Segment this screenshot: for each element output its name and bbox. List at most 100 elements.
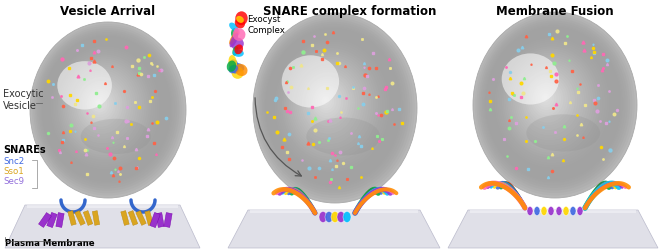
- Ellipse shape: [570, 206, 576, 215]
- Ellipse shape: [59, 56, 149, 158]
- Ellipse shape: [37, 30, 178, 188]
- Ellipse shape: [541, 206, 547, 215]
- Ellipse shape: [262, 24, 405, 190]
- Ellipse shape: [577, 206, 583, 215]
- Polygon shape: [156, 213, 164, 227]
- Ellipse shape: [521, 70, 575, 130]
- Polygon shape: [164, 213, 172, 227]
- Ellipse shape: [90, 93, 110, 115]
- Ellipse shape: [32, 24, 184, 196]
- Ellipse shape: [257, 17, 412, 198]
- Text: Vesicle Arrival: Vesicle Arrival: [61, 5, 156, 18]
- Ellipse shape: [506, 50, 596, 153]
- Ellipse shape: [477, 16, 632, 193]
- Ellipse shape: [34, 26, 182, 193]
- Ellipse shape: [509, 55, 591, 148]
- Ellipse shape: [54, 50, 155, 165]
- Text: Membrane Fusion: Membrane Fusion: [496, 5, 614, 18]
- Polygon shape: [27, 205, 178, 208]
- Polygon shape: [128, 211, 138, 226]
- Ellipse shape: [30, 22, 186, 198]
- Ellipse shape: [473, 12, 637, 198]
- Ellipse shape: [286, 52, 376, 157]
- Ellipse shape: [264, 26, 403, 187]
- Ellipse shape: [68, 67, 138, 146]
- Ellipse shape: [77, 77, 127, 134]
- Polygon shape: [145, 211, 153, 225]
- Ellipse shape: [260, 22, 408, 193]
- Ellipse shape: [253, 13, 417, 203]
- Ellipse shape: [63, 60, 145, 153]
- Ellipse shape: [280, 46, 383, 165]
- Ellipse shape: [40, 34, 173, 184]
- Ellipse shape: [273, 37, 392, 175]
- Ellipse shape: [287, 54, 374, 154]
- Ellipse shape: [61, 58, 147, 155]
- Ellipse shape: [304, 74, 352, 131]
- Ellipse shape: [556, 206, 562, 215]
- Ellipse shape: [473, 12, 637, 198]
- Polygon shape: [150, 212, 160, 228]
- Polygon shape: [38, 212, 51, 228]
- Ellipse shape: [496, 40, 607, 165]
- Ellipse shape: [275, 39, 389, 172]
- Ellipse shape: [269, 33, 397, 180]
- Ellipse shape: [331, 211, 339, 223]
- Polygon shape: [92, 211, 100, 225]
- Ellipse shape: [259, 20, 410, 195]
- Ellipse shape: [533, 83, 561, 115]
- Text: Sec9: Sec9: [3, 177, 24, 186]
- Ellipse shape: [227, 60, 236, 72]
- Ellipse shape: [518, 66, 579, 135]
- Ellipse shape: [478, 18, 630, 191]
- Ellipse shape: [78, 79, 125, 132]
- Ellipse shape: [291, 59, 369, 149]
- Ellipse shape: [81, 119, 151, 154]
- Ellipse shape: [542, 93, 550, 103]
- Polygon shape: [75, 211, 85, 225]
- Ellipse shape: [316, 89, 337, 113]
- Ellipse shape: [484, 25, 623, 183]
- Text: Sso1: Sso1: [3, 168, 24, 176]
- Ellipse shape: [267, 30, 399, 182]
- Polygon shape: [136, 211, 147, 225]
- Ellipse shape: [321, 96, 330, 106]
- Polygon shape: [68, 211, 76, 225]
- Ellipse shape: [313, 85, 341, 118]
- Polygon shape: [228, 210, 440, 248]
- Ellipse shape: [311, 83, 343, 121]
- Ellipse shape: [255, 15, 414, 200]
- Ellipse shape: [323, 98, 327, 103]
- Ellipse shape: [81, 83, 121, 127]
- Ellipse shape: [309, 81, 346, 123]
- Ellipse shape: [282, 48, 380, 162]
- Ellipse shape: [502, 53, 559, 105]
- Ellipse shape: [523, 72, 573, 128]
- Ellipse shape: [228, 55, 237, 71]
- Ellipse shape: [534, 206, 540, 215]
- Ellipse shape: [520, 68, 578, 133]
- Ellipse shape: [493, 36, 612, 170]
- Ellipse shape: [38, 32, 175, 186]
- Ellipse shape: [489, 31, 616, 175]
- Ellipse shape: [229, 23, 238, 31]
- Ellipse shape: [35, 28, 180, 191]
- Ellipse shape: [230, 38, 244, 50]
- Ellipse shape: [233, 49, 244, 57]
- Ellipse shape: [486, 27, 621, 180]
- Ellipse shape: [30, 22, 186, 198]
- Ellipse shape: [306, 117, 380, 155]
- Ellipse shape: [44, 38, 168, 179]
- Ellipse shape: [235, 18, 245, 28]
- Ellipse shape: [47, 42, 164, 174]
- Ellipse shape: [52, 48, 158, 167]
- Ellipse shape: [253, 13, 417, 203]
- Ellipse shape: [563, 206, 569, 215]
- Polygon shape: [47, 212, 57, 228]
- Ellipse shape: [88, 91, 112, 117]
- Ellipse shape: [230, 33, 238, 47]
- Text: SNAREs: SNAREs: [3, 145, 46, 155]
- Text: Exocyst
Complex: Exocyst Complex: [247, 15, 285, 35]
- Ellipse shape: [231, 28, 238, 39]
- Ellipse shape: [55, 52, 153, 162]
